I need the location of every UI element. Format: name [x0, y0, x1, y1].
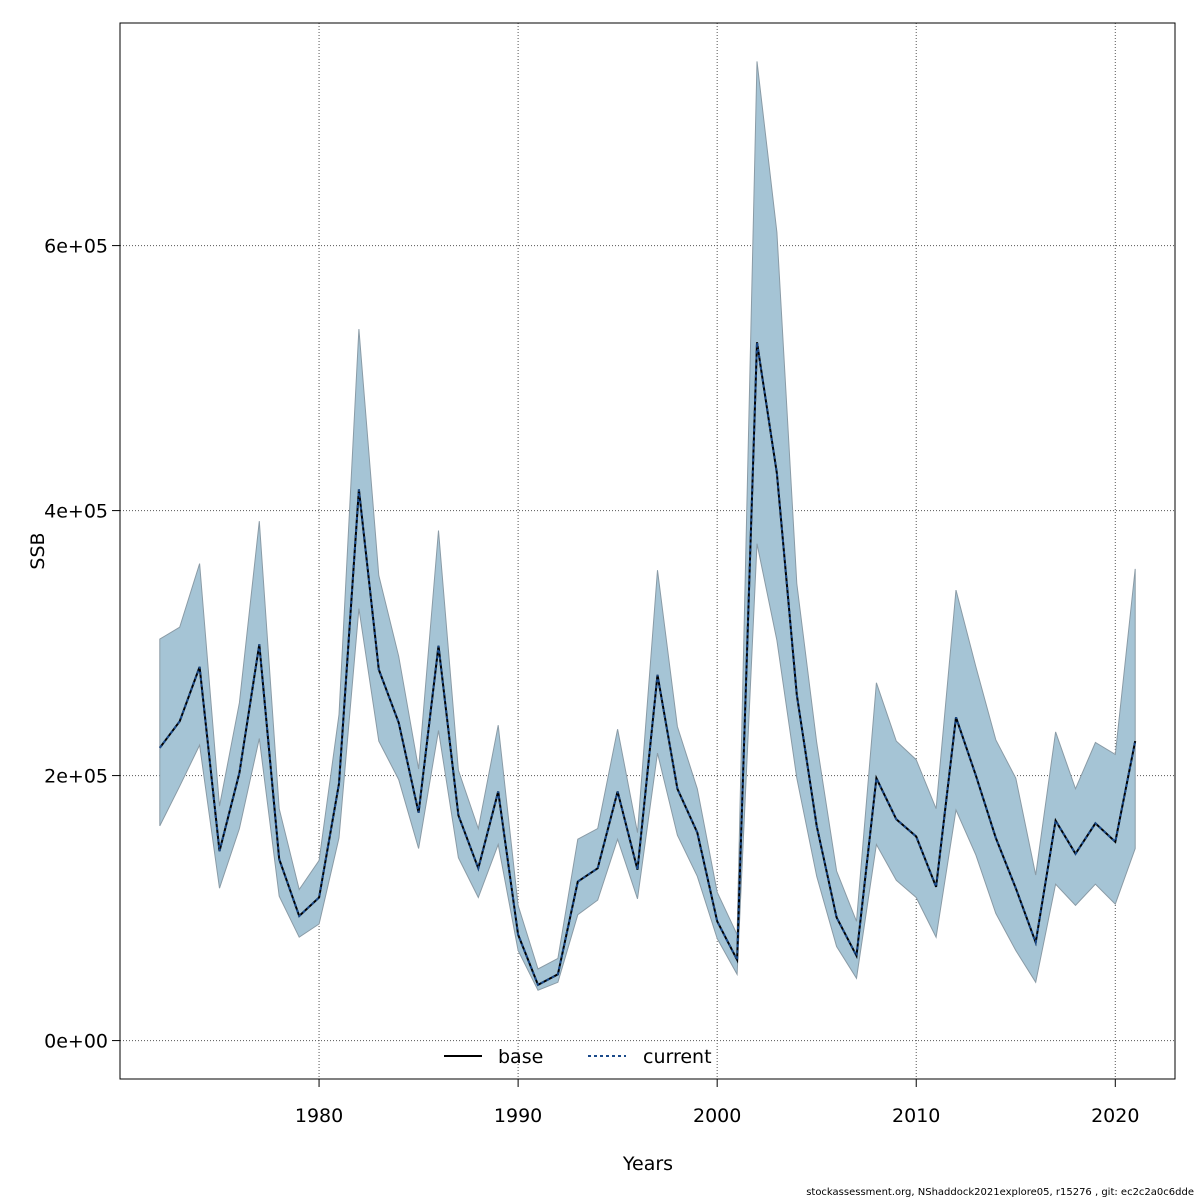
y-tick-label: 0e+00 — [44, 1031, 108, 1053]
x-tick-label: 2010 — [892, 1105, 940, 1127]
x-tick-label: 2020 — [1091, 1105, 1139, 1127]
base-series-line — [159, 342, 1137, 987]
plot-frame — [119, 22, 1176, 1080]
y-axis: 0e+00 2e+05 4e+05 6e+05 — [44, 236, 120, 1053]
x-tick-label: 1980 — [295, 1105, 343, 1127]
y-tick-label: 6e+05 — [44, 236, 108, 258]
confidence-band — [159, 61, 1136, 991]
x-axis: 1980 1990 2000 2010 2020 — [295, 1079, 1139, 1127]
y-tick-label: 4e+05 — [44, 501, 108, 523]
x-axis-title: Years — [622, 1153, 673, 1175]
y-tick-label: 2e+05 — [44, 766, 108, 788]
x-tick-label: 2000 — [693, 1105, 741, 1127]
footer-caption: stockassessment.org, NShaddock2021explor… — [806, 1187, 1194, 1198]
y-axis-title: SSB — [27, 532, 49, 569]
legend: base current — [444, 1046, 712, 1068]
legend-current-label: current — [643, 1046, 712, 1068]
legend-base-label: base — [498, 1046, 543, 1068]
x-tick-label: 1990 — [494, 1105, 542, 1127]
